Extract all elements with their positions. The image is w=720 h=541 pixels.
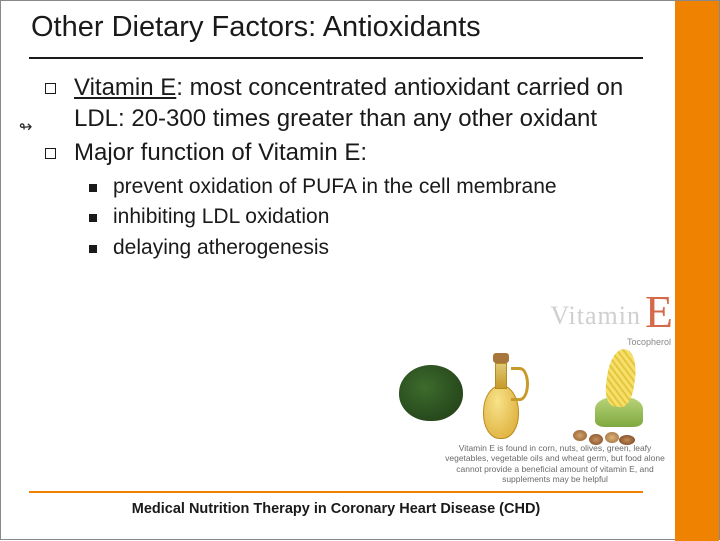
sub-bullet-text: delaying atherogenesis <box>113 234 329 261</box>
nut-icon <box>605 432 619 443</box>
title-underline <box>29 57 643 59</box>
image-title-letter: E <box>645 285 673 338</box>
sub-bullet-item: prevent oxidation of PUFA in the cell me… <box>89 173 645 200</box>
image-title-word: Vitamin <box>550 301 641 331</box>
footer-rule <box>29 491 643 493</box>
square-bullet-icon <box>45 148 56 159</box>
sub-bullet-item: inhibiting LDL oxidation <box>89 203 645 230</box>
filled-square-bullet-icon <box>89 214 97 222</box>
food-illustration <box>397 335 657 445</box>
filled-square-bullet-icon <box>89 184 97 192</box>
slide-title: Other Dietary Factors: Antioxidants <box>31 11 481 44</box>
square-bullet-icon <box>45 83 56 94</box>
image-caption: Vitamin E is found in corn, nuts, olives… <box>439 443 671 486</box>
vitamin-e-image: Vitamin E Tocopherol Vitamin E is found … <box>391 297 671 487</box>
bullet-item: Major function of Vitamin E: <box>45 138 645 169</box>
bullet-text: Major function of Vitamin E: <box>74 138 367 169</box>
leafy-greens-icon <box>399 365 463 421</box>
filled-square-bullet-icon <box>89 245 97 253</box>
sub-bullet-text: prevent oxidation of PUFA in the cell me… <box>113 173 557 200</box>
arrow-icon: ↬ <box>18 117 33 138</box>
slide: Other Dietary Factors: Antioxidants ↬ Vi… <box>0 0 720 540</box>
sub-bullet-item: delaying atherogenesis <box>89 234 645 261</box>
accent-sidebar <box>675 1 719 541</box>
bullet-prefix: Vitamin E <box>74 74 176 101</box>
bullet-text: Vitamin E: most concentrated antioxidant… <box>74 73 645 134</box>
bullet-item: Vitamin E: most concentrated antioxidant… <box>45 73 645 134</box>
content-area: Vitamin E: most concentrated antioxidant… <box>45 73 645 264</box>
oil-bottle-icon <box>473 347 529 439</box>
corn-icon <box>579 345 651 427</box>
nut-icon <box>573 430 587 441</box>
footer-text: Medical Nutrition Therapy in Coronary He… <box>1 501 671 517</box>
sub-bullet-text: inhibiting LDL oxidation <box>113 203 329 230</box>
